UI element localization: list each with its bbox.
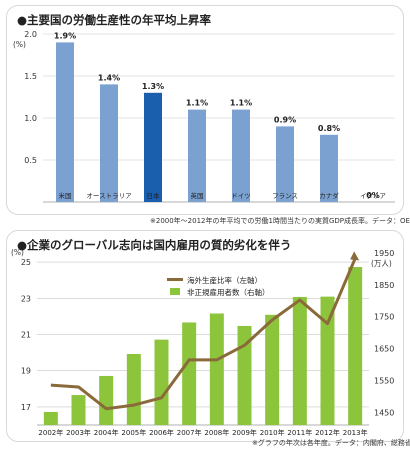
bar	[276, 126, 294, 202]
x-tick-label: 2011年	[287, 428, 312, 437]
bar	[126, 353, 141, 425]
left-tick-label: 19	[21, 367, 31, 376]
right-tick-label: 1650	[374, 345, 394, 354]
bar	[232, 109, 250, 202]
y-tick-label: 1.0	[24, 114, 37, 123]
x-tick-label: カナダ	[319, 191, 339, 200]
x-tick-label: フランス	[272, 192, 298, 200]
x-tick-label: 米国	[59, 191, 72, 200]
bar	[348, 267, 363, 425]
legend-swatch-line	[167, 278, 183, 281]
x-tick-label: 2007年	[177, 428, 202, 437]
bar	[71, 395, 86, 425]
x-tick-label: 2005年	[121, 428, 146, 437]
x-tick-label: 日本	[147, 191, 161, 200]
chart2-title: ●企業のグローバル志向は国内雇用の質的劣化を伴う	[17, 238, 292, 252]
x-tick-label: オーストラリア	[86, 192, 132, 200]
data-label: 1.3%	[142, 82, 164, 91]
bar	[209, 313, 224, 425]
data-label: 1.1%	[230, 99, 252, 108]
left-tick-label: 17	[21, 403, 31, 412]
x-tick-label: 2013年	[343, 428, 368, 437]
line-arrowhead	[350, 251, 360, 261]
bar	[100, 84, 118, 202]
left-tick-label: 25	[21, 258, 31, 267]
bar	[320, 134, 338, 202]
data-label: 1.4%	[98, 73, 120, 82]
chart2-svg: 17 19 21 23 25 1450 1550 1650 1750 1850 1950 (%) (万人…	[11, 248, 394, 437]
productivity-chart-panel: ●主要国の労働生産性の年平均上昇率 0.5 1.0 1.5 2.0 (%) 1.9% 米国 1…	[6, 5, 404, 215]
bar	[154, 339, 169, 425]
bar	[144, 92, 162, 202]
bar	[237, 325, 252, 425]
bar	[265, 314, 280, 425]
chart2-note: ※グラフの年次は各年度。データ：内閣府、総務省	[252, 439, 410, 447]
right-unit-label: (万人)	[371, 259, 392, 268]
chart1-svg: 0.5 1.0 1.5 2.0(%) 1.9% 米国 1.4% オーストラリア 1.3% 日本 1.…	[13, 30, 395, 203]
bar	[43, 411, 58, 425]
x-tick-label: 2002年	[38, 428, 63, 437]
right-tick-label: 1750	[374, 313, 394, 322]
data-label: 0.9%	[274, 115, 296, 124]
x-tick-label: 英国	[191, 191, 204, 200]
data-label: 1.9%	[54, 31, 76, 40]
chart1-title: ●主要国の労働生産性の年平均上昇率	[17, 13, 212, 27]
x-tick-label: 2012年	[315, 428, 340, 437]
x-tick-label: イタリア	[360, 191, 386, 200]
bar	[320, 296, 335, 425]
y-tick-label: 2.0	[24, 30, 37, 39]
legend-swatch-bar	[170, 288, 180, 295]
bar	[56, 42, 74, 203]
left-tick-label: 21	[21, 330, 31, 339]
x-tick-label: 2010年	[260, 428, 285, 437]
bar	[99, 375, 114, 425]
chart1-note: ※2000年～2012年の年平均での労働1時間当たりの実質GDP成長率。データ：…	[150, 217, 410, 225]
x-tick-label: 2004年	[94, 428, 119, 437]
right-tick-label: 1450	[374, 408, 394, 417]
x-tick-label: 2008年	[204, 428, 229, 437]
y-tick-label: 0.5	[24, 156, 37, 165]
bar	[182, 322, 197, 425]
bar	[292, 296, 307, 425]
x-tick-label: 2003年	[66, 428, 91, 437]
data-label: 0.8%	[318, 124, 340, 133]
data-label: 1.1%	[186, 99, 208, 108]
x-tick-label: 2009年	[232, 428, 257, 437]
left-tick-label: 23	[21, 294, 31, 303]
global-employment-chart-panel: ●企業のグローバル志向は国内雇用の質的劣化を伴う 17 19 21 23 25 1450 1…	[6, 230, 404, 442]
legend-label: 非正規雇用者数（右軸）	[187, 287, 270, 297]
bar	[188, 109, 206, 202]
legend-label: 海外生産比率（左軸）	[187, 275, 262, 285]
y-tick-label: 1.5	[24, 72, 37, 81]
line-series-path	[50, 257, 357, 411]
right-tick-label: 1850	[374, 281, 394, 290]
x-tick-label: 2006年	[149, 428, 174, 437]
right-tick-label: 1950	[374, 249, 394, 258]
y-unit-label: (%)	[13, 40, 26, 49]
left-unit-label: (%)	[11, 248, 24, 257]
data-label: 0%	[366, 191, 380, 200]
x-tick-label: ドイツ	[231, 192, 251, 200]
right-tick-label: 1550	[374, 376, 394, 385]
